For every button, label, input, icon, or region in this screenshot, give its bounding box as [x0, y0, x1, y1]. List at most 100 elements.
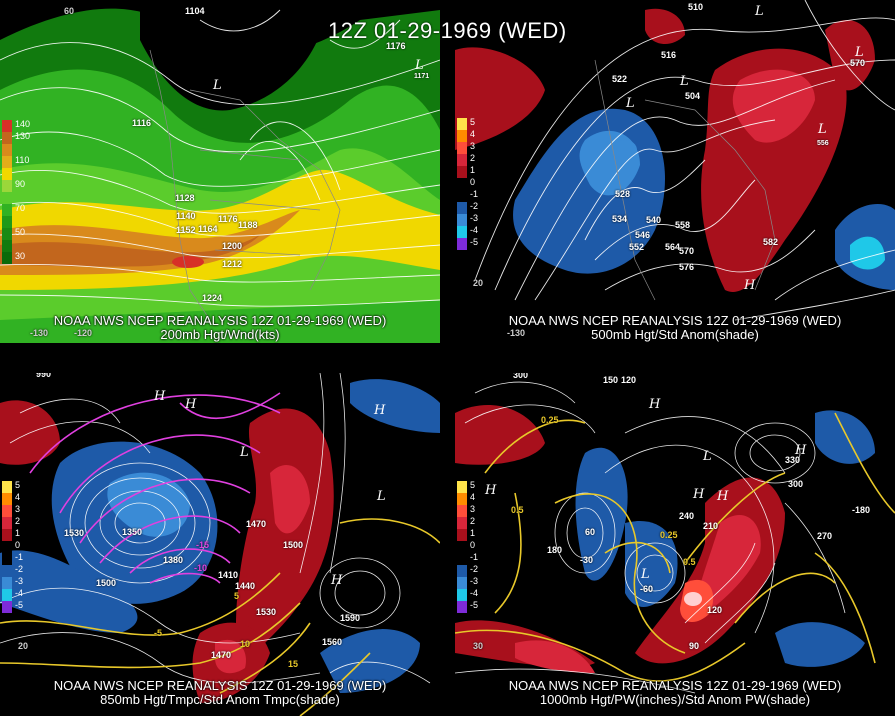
pw-label: 0.5 — [511, 505, 524, 515]
legend-label: 50 — [15, 227, 26, 237]
contour-label: 1152 — [176, 225, 196, 235]
contour-label: 1224 — [202, 293, 223, 303]
panel-caption-field: 1000mb Hgt/PW(inches)/Std Anom PW(shade) — [539, 692, 811, 707]
legend-swatch: 70 — [2, 203, 25, 216]
contour-label: 60 — [585, 527, 596, 537]
contour-label: 1350 — [122, 527, 143, 537]
contour-label: 1128 — [175, 193, 195, 203]
temp-label: 10 — [240, 639, 251, 649]
legend-label: 140 — [15, 119, 31, 129]
legend-label: 5 — [15, 480, 21, 490]
legend-swatch: 90 — [2, 179, 25, 192]
contour-label: 1470 — [211, 650, 232, 660]
contour-label: 570 — [850, 58, 866, 68]
legend-swatch: -1 — [457, 189, 478, 202]
contour-label: 330 — [785, 455, 801, 465]
high-pressure-symbol: H — [485, 483, 497, 498]
lon-label: -120 — [74, 328, 93, 338]
legend-label: -4 — [15, 588, 24, 598]
legend-label: -2 — [15, 564, 24, 574]
low-pressure-symbol: L — [415, 58, 424, 73]
legend-label: 2 — [470, 153, 476, 163]
legend-swatch: 0 — [2, 540, 20, 553]
legend-label: 70 — [15, 203, 26, 213]
legend-swatch: -1 — [2, 552, 23, 565]
lat-label: 20 — [473, 278, 484, 288]
lon-label: -130 — [507, 328, 526, 338]
contour-label: 1380 — [163, 555, 184, 565]
legend-swatch: 3 — [457, 504, 475, 517]
low-pressure-symbol: L — [818, 122, 827, 137]
contour-label: 1188 — [238, 220, 258, 230]
legend-label: -1 — [470, 189, 479, 199]
legend-label: 5 — [470, 117, 476, 127]
contour-label: 570 — [679, 246, 695, 256]
low-pressure-symbol: L — [680, 74, 689, 89]
contour-label: 990 — [36, 373, 52, 379]
contour-label: 1200 — [222, 241, 243, 251]
contour-label: 1164 — [198, 224, 218, 234]
panel-200mb: 140 130 110 90 70 50 30 1104 1116 1128 1… — [0, 0, 440, 343]
legend-label: 5 — [470, 480, 476, 490]
anom-red-east-850 — [235, 408, 334, 673]
legend-swatch: 3 — [457, 141, 475, 154]
legend-swatch: -3 — [2, 576, 23, 589]
legend-swatch: 0 — [457, 540, 475, 553]
contour-label: 1171 — [414, 73, 430, 80]
contour-label: 1560 — [322, 637, 343, 647]
contour-label: 210 — [703, 521, 719, 531]
legend-swatch: 3 — [2, 504, 20, 517]
low-pressure-symbol: L — [755, 4, 764, 19]
contour-label: 150 — [603, 375, 619, 385]
contour-label: 120 — [621, 375, 637, 385]
legend-label: 1 — [470, 528, 476, 538]
lat-label: 30 — [473, 641, 484, 651]
pw-label: 0.25 — [541, 415, 559, 425]
legend-label: 4 — [470, 129, 476, 139]
contour-label: 582 — [763, 237, 779, 247]
high-pressure-symbol: H — [649, 397, 661, 412]
contour-label: 1212 — [222, 259, 243, 269]
panel-caption-source: NOAA NWS NCEP REANALYSIS 12Z 01-29-1969 … — [53, 678, 387, 693]
legend-swatch: 1 — [2, 528, 20, 541]
contour-label: 546 — [635, 230, 651, 240]
legend-swatch: 50 — [2, 227, 25, 240]
legend-label: 30 — [15, 251, 26, 261]
legend-swatch: 1 — [457, 528, 475, 541]
contour-label: 516 — [661, 50, 677, 60]
legend-label: 90 — [15, 179, 26, 189]
legend-swatch: -4 — [457, 225, 478, 238]
contour-label: 300 — [788, 479, 804, 489]
high-pressure-symbol: H — [717, 489, 729, 504]
legend-swatch: -1 — [457, 552, 478, 565]
wind-max-red — [172, 256, 204, 268]
map-title: 12Z 01-29-1969 (WED) — [328, 18, 567, 43]
panel-caption-field: 500mb Hgt/Std Anom(shade) — [591, 327, 759, 342]
contour-label: 504 — [685, 91, 701, 101]
legend-500mb: 5 4 3 2 1 0 -1 -2 -3 -4 -5 — [457, 117, 481, 250]
contour-label: 270 — [817, 531, 833, 541]
contour-label: 180 — [547, 545, 563, 555]
legend-swatch — [2, 168, 12, 180]
contour-label: 1176 — [218, 214, 238, 224]
high-pressure-symbol: H — [185, 397, 197, 412]
temp-label: -15 — [196, 540, 210, 550]
temp-label: -10 — [194, 563, 208, 573]
legend-label: -2 — [470, 201, 479, 211]
contour-label: 1440 — [235, 581, 256, 591]
contour-label: 556 — [817, 140, 829, 147]
low-pressure-symbol: L — [641, 567, 650, 582]
contour-label: 1500 — [283, 540, 304, 550]
legend-swatch: -5 — [457, 600, 478, 613]
high-pressure-symbol: H — [693, 487, 705, 502]
lon-label: -130 — [30, 328, 49, 338]
contour-label: 1500 — [96, 578, 117, 588]
contour-label: 120 — [707, 605, 723, 615]
contour-label: -60 — [640, 584, 654, 594]
high-pressure-symbol: H — [744, 278, 756, 293]
legend-swatch: -4 — [2, 588, 23, 601]
low-pressure-symbol: L — [240, 445, 249, 460]
contour-label: 564 — [665, 242, 681, 252]
contour-label: 552 — [629, 242, 645, 252]
legend-swatch: 2 — [457, 153, 475, 166]
